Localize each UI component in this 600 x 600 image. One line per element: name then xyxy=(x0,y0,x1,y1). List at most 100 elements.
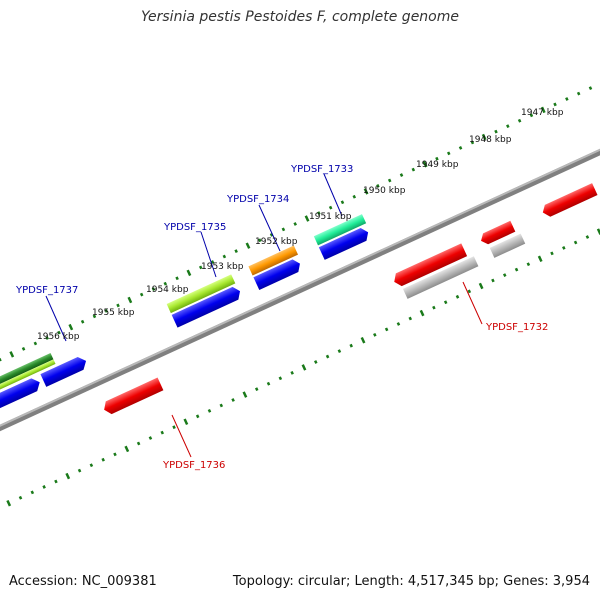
gene-label-1736[interactable]: YPDSF_1736 xyxy=(162,460,225,471)
inner-tick-track xyxy=(6,228,600,507)
gene-label-1732[interactable]: YPDSF_1732 xyxy=(485,322,548,333)
gene-label-1737[interactable]: YPDSF_1737 xyxy=(15,285,78,296)
outer-tick-mark xyxy=(139,292,144,297)
inner-tick-mark xyxy=(337,349,342,354)
outer-tick-mark xyxy=(553,102,557,107)
inner-tick-mark xyxy=(478,282,484,290)
outer-tick-mark xyxy=(163,281,168,286)
outer-tick-mark xyxy=(9,351,15,358)
inner-tick-mark xyxy=(349,343,353,348)
gene-feature-1735[interactable] xyxy=(166,274,236,314)
gene-cds-1732[interactable] xyxy=(391,243,468,288)
gene-feature-1737-lime[interactable] xyxy=(0,359,56,401)
inner-tick-mark xyxy=(183,418,189,425)
outer-tick-mark xyxy=(175,276,179,281)
outer-tick-mark xyxy=(422,160,428,168)
callout-1734 xyxy=(258,204,281,252)
inner-tick-mark xyxy=(254,387,259,392)
scale-label: 1956 kbp xyxy=(37,332,80,342)
gene-label-1735[interactable]: YPDSF_1735 xyxy=(163,222,226,233)
outer-tick-mark xyxy=(57,330,61,335)
outer-tick-mark xyxy=(258,238,262,243)
outer-tick-mark xyxy=(21,347,26,351)
outer-tick-mark xyxy=(116,303,120,308)
outer-tick-mark xyxy=(470,140,475,145)
scale-label: 1952 kbp xyxy=(255,237,298,247)
map-title: Yersinia pestis Pestoides F, complete ge… xyxy=(141,9,459,25)
callout-1733 xyxy=(323,173,343,217)
callout-1735 xyxy=(200,231,217,278)
genome-summary-text: Topology: circular; Length: 4,517,345 bp… xyxy=(232,574,590,589)
forward-strand-genes xyxy=(0,214,371,416)
inner-tick-mark xyxy=(562,246,566,250)
gene-cds-1730[interactable] xyxy=(540,183,598,219)
callout-1737 xyxy=(45,295,67,342)
outer-tick-mark xyxy=(565,97,569,101)
gene-cds-1731[interactable] xyxy=(479,220,516,247)
inner-tick-mark xyxy=(266,381,271,386)
scale-label: 1947 kbp xyxy=(521,108,564,118)
gene-label-1734[interactable]: YPDSF_1734 xyxy=(226,194,289,205)
inner-tick-mark xyxy=(491,278,495,283)
accession-text: Accession: NC_009381 xyxy=(9,574,157,589)
inner-tick-mark xyxy=(195,414,200,419)
inner-tick-mark xyxy=(396,322,401,326)
inner-tick-mark xyxy=(101,457,105,462)
inner-tick-mark xyxy=(325,354,330,359)
gene-feature-1731[interactable] xyxy=(489,233,526,258)
outer-tick-mark xyxy=(234,249,238,254)
scale-labels: 1947 kbp 1948 kbp 1949 kbp 1950 kbp 1951… xyxy=(37,108,564,342)
gene-cds-1737[interactable] xyxy=(0,376,43,416)
inner-tick-mark xyxy=(172,425,176,430)
outer-tick-mark xyxy=(352,194,357,199)
outer-tick-mark xyxy=(576,91,581,96)
outer-tick-mark xyxy=(186,269,192,277)
scale-label: 1949 kbp xyxy=(416,160,459,170)
outer-tick-mark xyxy=(92,314,97,319)
inner-tick-mark xyxy=(384,327,389,332)
outer-tick-mark xyxy=(506,124,510,129)
gene-labels: YPDSF_1733 YPDSF_1734 YPDSF_1735 YPDSF_1… xyxy=(15,164,548,471)
inner-tick-mark xyxy=(242,391,248,398)
gene-cds-1735[interactable] xyxy=(171,285,243,328)
inner-tick-mark xyxy=(113,452,117,457)
inner-tick-mark xyxy=(231,398,235,402)
gene-cds-1736-fwd[interactable] xyxy=(40,355,89,387)
inner-tick-mark xyxy=(65,472,71,480)
inner-tick-mark xyxy=(89,463,94,468)
outer-tick-mark xyxy=(376,184,380,188)
reverse-strand-genes xyxy=(101,183,598,417)
inner-tick-mark xyxy=(585,235,590,239)
inner-tick-mark xyxy=(314,360,318,364)
outer-tick-mark xyxy=(399,173,404,177)
gene-cds-1734[interactable] xyxy=(253,257,302,291)
inner-tick-mark xyxy=(290,370,294,375)
inner-tick-mark xyxy=(6,499,12,507)
outer-tick-mark xyxy=(68,323,74,331)
outer-tick-mark xyxy=(435,156,439,161)
gene-cds-1736[interactable] xyxy=(101,377,164,417)
outer-tick-mark xyxy=(0,357,2,362)
callout-1732 xyxy=(462,281,483,325)
outer-tick-mark xyxy=(494,129,498,134)
inner-tick-mark xyxy=(219,403,224,408)
scale-label: 1953 kbp xyxy=(201,262,244,272)
outer-tick-mark xyxy=(363,188,369,195)
outer-tick-mark xyxy=(317,211,321,215)
inner-tick-mark xyxy=(360,337,366,344)
outer-tick-mark xyxy=(45,336,49,340)
outer-tick-mark xyxy=(304,215,310,222)
gene-feature-1737-dkgreen[interactable] xyxy=(0,353,54,396)
gene-feature-1734[interactable] xyxy=(248,245,299,276)
inner-tick-mark xyxy=(432,305,436,310)
gene-cds-1733[interactable] xyxy=(318,226,371,260)
inner-tick-mark xyxy=(537,255,543,263)
gene-label-1733[interactable]: YPDSF_1733 xyxy=(290,164,353,175)
inner-tick-mark xyxy=(467,289,472,294)
outer-tick-mark xyxy=(517,118,522,123)
outer-tick-mark xyxy=(151,287,156,292)
gene-feature-1732[interactable] xyxy=(402,256,479,299)
outer-tick-mark xyxy=(529,113,534,118)
gene-feature-1733[interactable] xyxy=(313,214,367,246)
